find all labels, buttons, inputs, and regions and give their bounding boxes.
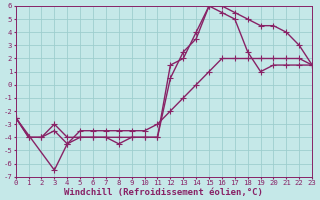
X-axis label: Windchill (Refroidissement éolien,°C): Windchill (Refroidissement éolien,°C)	[65, 188, 263, 197]
